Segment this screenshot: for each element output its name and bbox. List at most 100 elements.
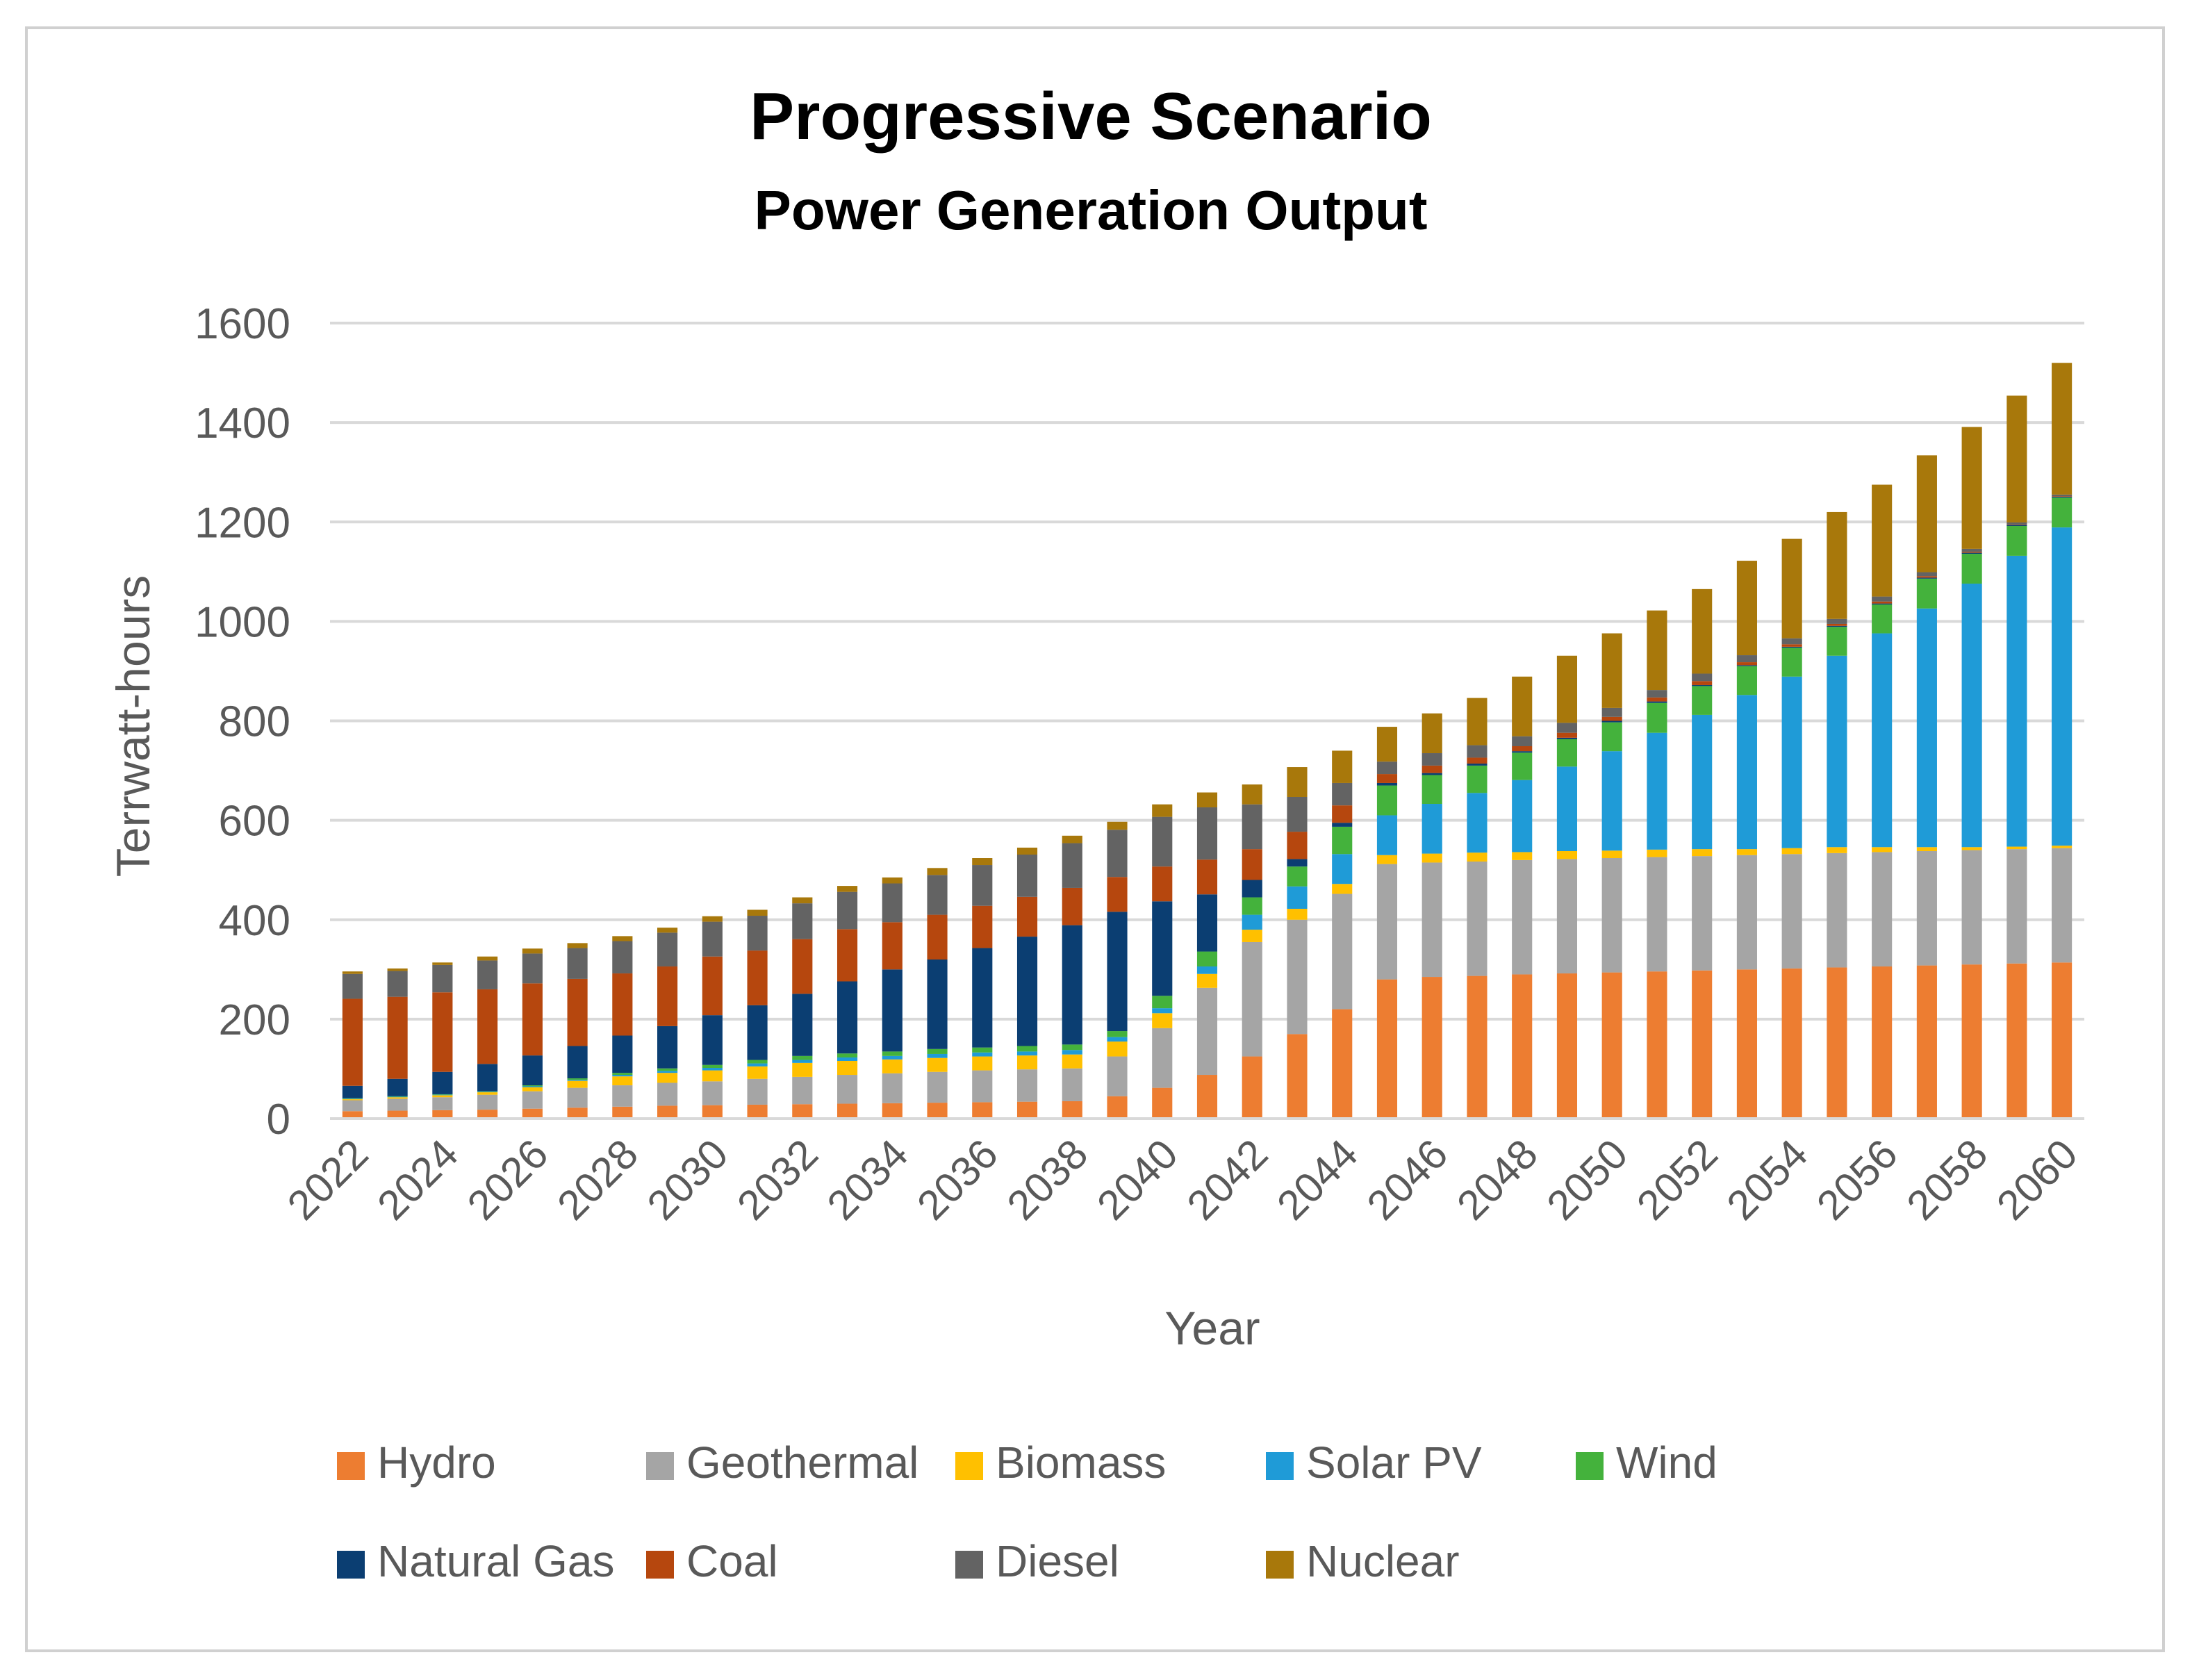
bar-coal-2055 [1827, 623, 1847, 626]
legend-swatch-coal [646, 1551, 674, 1579]
bar-wind-2024 [432, 1094, 453, 1095]
bar-nuclear-2055 [1827, 511, 1847, 619]
x-tick-label: 2044 [1268, 1130, 1367, 1229]
bar-hydro-2028 [612, 1106, 633, 1119]
bar-geothermal-2052 [1692, 856, 1713, 971]
bar-diesel-2051 [1647, 690, 1667, 698]
x-tick-label: 2036 [908, 1130, 1007, 1229]
bar-hydro-2044 [1332, 1009, 1353, 1119]
bar-nuclear-2043 [1287, 767, 1308, 797]
y-tick-label: 400 [219, 897, 290, 945]
bar-solar-pv-2032 [792, 1060, 813, 1063]
bar-wind-2022 [342, 1098, 363, 1099]
bar-biomass-2059 [2006, 846, 2027, 850]
y-tick-label: 800 [219, 698, 290, 746]
bar-coal-2049 [1556, 732, 1578, 738]
bar-biomass-2039 [1107, 1041, 1128, 1057]
bar-solar-pv-2030 [702, 1068, 723, 1071]
bar-geothermal-2060 [2052, 848, 2072, 963]
y-tick-label: 1400 [195, 400, 290, 447]
bar-natural-gas-2051 [1647, 701, 1667, 703]
bar-hydro-2058 [1961, 964, 1982, 1119]
x-tick-label: 2056 [1808, 1130, 1906, 1229]
bar-coal-2052 [1692, 681, 1713, 685]
bar-solar-pv-2049 [1556, 766, 1578, 851]
bar-natural-gas-2028 [612, 1035, 633, 1073]
bar-diesel-2059 [2006, 522, 2027, 525]
bar-hydro-2027 [567, 1107, 588, 1119]
bar-geothermal-2030 [702, 1081, 723, 1105]
bar-geothermal-2058 [1961, 850, 1982, 965]
bar-hydro-2053 [1736, 969, 1757, 1119]
bar-diesel-2055 [1827, 618, 1847, 624]
bar-hydro-2026 [522, 1108, 543, 1119]
bar-solar-pv-2031 [747, 1063, 768, 1067]
y-axis-ticks: 0 200 400 600 800 1000 1200 1400 1600 [195, 300, 290, 1144]
legend-label-hydro: Hydro [377, 1438, 496, 1488]
bar-natural-gas-2036 [972, 948, 993, 1048]
x-tick-label: 2032 [728, 1130, 827, 1229]
bar-diesel-2027 [567, 948, 588, 979]
x-tick-label: 2028 [548, 1130, 647, 1229]
y-tick-label: 1000 [195, 598, 290, 646]
bar-coal-2038 [1062, 887, 1082, 925]
bar-solar-pv-2050 [1601, 751, 1622, 851]
bar-geothermal-2027 [567, 1087, 588, 1108]
bar-coal-2054 [1781, 644, 1802, 647]
bar-diesel-2032 [792, 903, 813, 939]
bar-biomass-2050 [1601, 850, 1622, 859]
bar-biomass-2035 [927, 1057, 948, 1072]
bar-biomass-2048 [1512, 852, 1533, 860]
bar-solar-pv-2060 [2052, 527, 2072, 846]
bar-wind-2041 [1196, 951, 1218, 967]
bar-solar-pv-2038 [1062, 1050, 1082, 1055]
legend-label-nuclear: Nuclear [1306, 1536, 1460, 1586]
bar-natural-gas-2043 [1287, 859, 1308, 867]
bar-natural-gas-2049 [1556, 737, 1578, 739]
bar-biomass-2056 [1872, 847, 1893, 853]
y-tick-label: 200 [219, 996, 290, 1044]
bar-diesel-2050 [1601, 707, 1622, 717]
bar-wind-2029 [657, 1068, 678, 1071]
bar-hydro-2041 [1196, 1075, 1218, 1119]
bar-geothermal-2040 [1152, 1028, 1173, 1088]
legend-label-wind: Wind [1616, 1438, 1717, 1488]
bar-hydro-2047 [1467, 975, 1488, 1119]
bar-diesel-2028 [612, 941, 633, 974]
bar-geothermal-2028 [612, 1085, 633, 1107]
bar-solar-pv-2053 [1736, 695, 1757, 850]
bar-natural-gas-2044 [1332, 823, 1353, 827]
bar-diesel-2023 [387, 971, 408, 997]
bar-coal-2023 [387, 996, 408, 1079]
bar-hydro-2055 [1827, 967, 1847, 1119]
bar-nuclear-2030 [702, 916, 723, 922]
bar-wind-2051 [1647, 702, 1667, 733]
legend-label-natural-gas: Natural Gas [377, 1536, 614, 1586]
bar-natural-gas-2022 [342, 1085, 363, 1098]
bar-diesel-2057 [1916, 572, 1937, 577]
legend-swatch-wind [1576, 1452, 1604, 1480]
bar-biomass-2051 [1647, 849, 1667, 857]
bar-nuclear-2034 [882, 877, 903, 884]
x-tick-label: 2034 [818, 1130, 917, 1229]
x-tick-label: 2054 [1718, 1130, 1817, 1229]
bar-biomass-2046 [1421, 853, 1442, 863]
x-tick-label: 2024 [368, 1130, 467, 1229]
bar-wind-2037 [1016, 1046, 1038, 1052]
bar-coal-2035 [927, 914, 948, 960]
bar-wind-2050 [1601, 722, 1622, 752]
bar-nuclear-2053 [1736, 561, 1757, 656]
bar-solar-pv-2054 [1781, 676, 1802, 848]
bar-biomass-2024 [432, 1095, 453, 1098]
bar-biomass-2055 [1827, 847, 1847, 853]
bar-diesel-2039 [1107, 830, 1128, 878]
bar-solar-pv-2036 [972, 1052, 993, 1057]
bar-wind-2056 [1872, 604, 1893, 634]
x-tick-label: 2022 [279, 1130, 377, 1229]
legend-swatch-biomass [955, 1452, 983, 1480]
bar-natural-gas-2058 [1961, 552, 1982, 554]
bar-nuclear-2051 [1647, 610, 1667, 691]
bar-wind-2035 [927, 1048, 948, 1054]
bar-geothermal-2044 [1332, 893, 1353, 1010]
